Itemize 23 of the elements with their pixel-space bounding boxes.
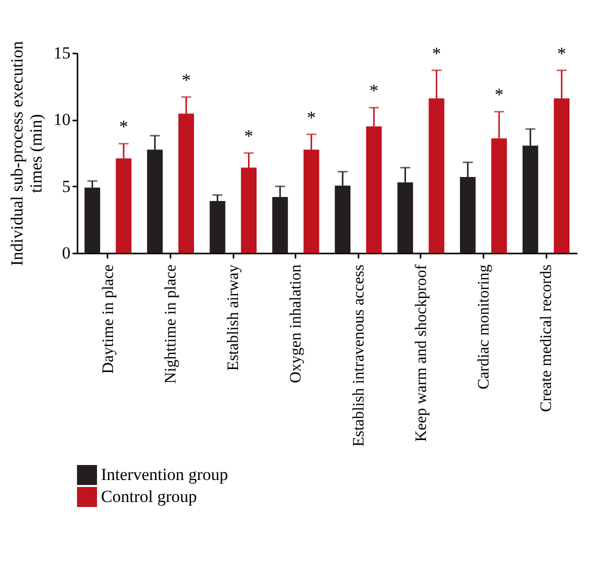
legend-label: Control group bbox=[101, 487, 197, 506]
annotation: * bbox=[369, 80, 378, 101]
annotation: * bbox=[119, 116, 128, 137]
y-tick-label: 10 bbox=[54, 110, 70, 130]
x-tick-label: Keep warm and shockproof bbox=[412, 264, 430, 442]
y-axis-title: Individual sub-process execution times (min) bbox=[8, 40, 46, 266]
legend-label: Intervention group bbox=[101, 465, 228, 484]
annotation: * bbox=[494, 84, 504, 105]
x-tick-label: Establish intravenous access bbox=[350, 264, 368, 447]
y-tick-label: 15 bbox=[54, 44, 70, 62]
annotation: * bbox=[182, 70, 191, 90]
annotation: * bbox=[432, 43, 442, 64]
annotation: * bbox=[557, 43, 566, 64]
x-tick-label: Oxygen inhalation bbox=[288, 264, 305, 384]
x-tick-label: Daytime in place bbox=[100, 264, 117, 374]
y-tick-label: 0 bbox=[62, 244, 70, 262]
x-tick-label: Nighttime in place bbox=[162, 264, 180, 384]
annotation: * bbox=[244, 126, 254, 146]
y-tick-label: 5 bbox=[62, 176, 70, 196]
x-tick-label: Establish airway bbox=[225, 264, 242, 371]
annotation: * bbox=[306, 107, 316, 128]
x-tick-label: Cardiac monitoring bbox=[475, 264, 492, 390]
x-tick-label: Create medical records bbox=[538, 264, 556, 412]
